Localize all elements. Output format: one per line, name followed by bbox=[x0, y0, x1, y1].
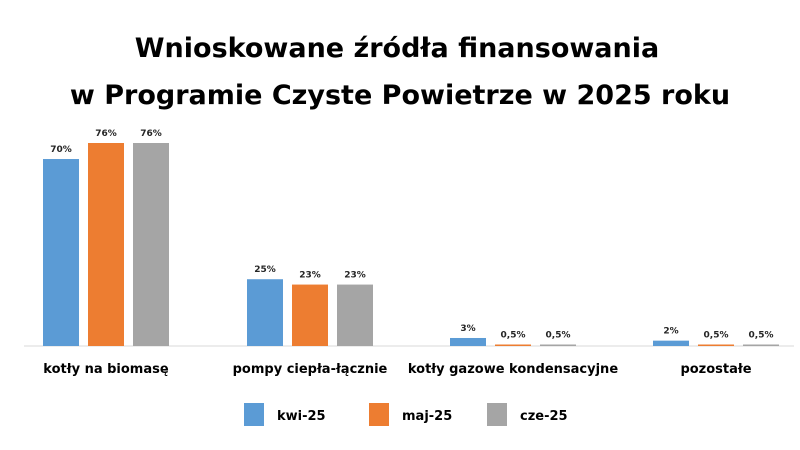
data-label-kwi-25-1: 70% bbox=[50, 145, 72, 155]
category-labels-group: kotły na biomasę pompy ciepła-łącznie kotł… bbox=[43, 362, 751, 377]
legend-label-maj-25: maj-25 bbox=[402, 409, 452, 424]
data-label-cze-25-1: 76% bbox=[140, 129, 162, 139]
data-label-maj-25-2: 23% bbox=[299, 271, 321, 281]
bars-group bbox=[43, 143, 779, 346]
data-label-kwi-25-2: 25% bbox=[254, 265, 276, 275]
data-label-kwi-25-3: 3% bbox=[460, 324, 475, 334]
category-label-4: pozostałe bbox=[680, 362, 751, 377]
bar-maj-25-2 bbox=[292, 284, 328, 346]
legend: kwi-25 maj-25 cze-25 bbox=[244, 403, 568, 426]
data-labels-group: 70% 76% 76% 25% 23% 23% 3% 0,5% 0,5% 2% 0,5% 0,5% bbox=[50, 129, 773, 341]
legend-label-kwi-25: kwi-25 bbox=[277, 409, 326, 424]
bar-cze-25-1 bbox=[133, 143, 169, 346]
data-label-maj-25-4: 0,5% bbox=[704, 331, 729, 341]
bar-kwi-25-4 bbox=[653, 340, 689, 346]
bar-cze-25-4 bbox=[743, 344, 779, 346]
legend-label-cze-25: cze-25 bbox=[520, 409, 568, 424]
data-label-cze-25-4: 0,5% bbox=[749, 331, 774, 341]
chart-title-line-1: Wnioskowane źródła finansowania bbox=[135, 33, 659, 64]
data-label-maj-25-1: 76% bbox=[95, 129, 117, 139]
legend-swatch-maj-25 bbox=[369, 403, 389, 426]
category-label-3: kotły gazowe kondensacyjne bbox=[408, 362, 618, 377]
legend-swatch-kwi-25 bbox=[244, 403, 264, 426]
data-label-kwi-25-4: 2% bbox=[663, 327, 678, 337]
data-label-cze-25-3: 0,5% bbox=[546, 331, 571, 341]
bar-cze-25-2 bbox=[337, 284, 373, 346]
bar-maj-25-4 bbox=[698, 344, 734, 346]
chart-title-line-2: w Programie Czyste Powietrze w 2025 roku bbox=[70, 80, 730, 111]
bar-kwi-25-1 bbox=[43, 159, 79, 346]
data-label-maj-25-3: 0,5% bbox=[501, 331, 526, 341]
category-label-1: kotły na biomasę bbox=[43, 362, 169, 377]
legend-swatch-cze-25 bbox=[487, 403, 507, 426]
category-label-2: pompy ciepła-łącznie bbox=[233, 362, 388, 377]
bar-cze-25-3 bbox=[540, 344, 576, 346]
bar-kwi-25-2 bbox=[247, 279, 283, 346]
bar-maj-25-3 bbox=[495, 344, 531, 346]
data-label-cze-25-2: 23% bbox=[344, 271, 366, 281]
bar-maj-25-1 bbox=[88, 143, 124, 346]
bar-kwi-25-3 bbox=[450, 337, 486, 346]
